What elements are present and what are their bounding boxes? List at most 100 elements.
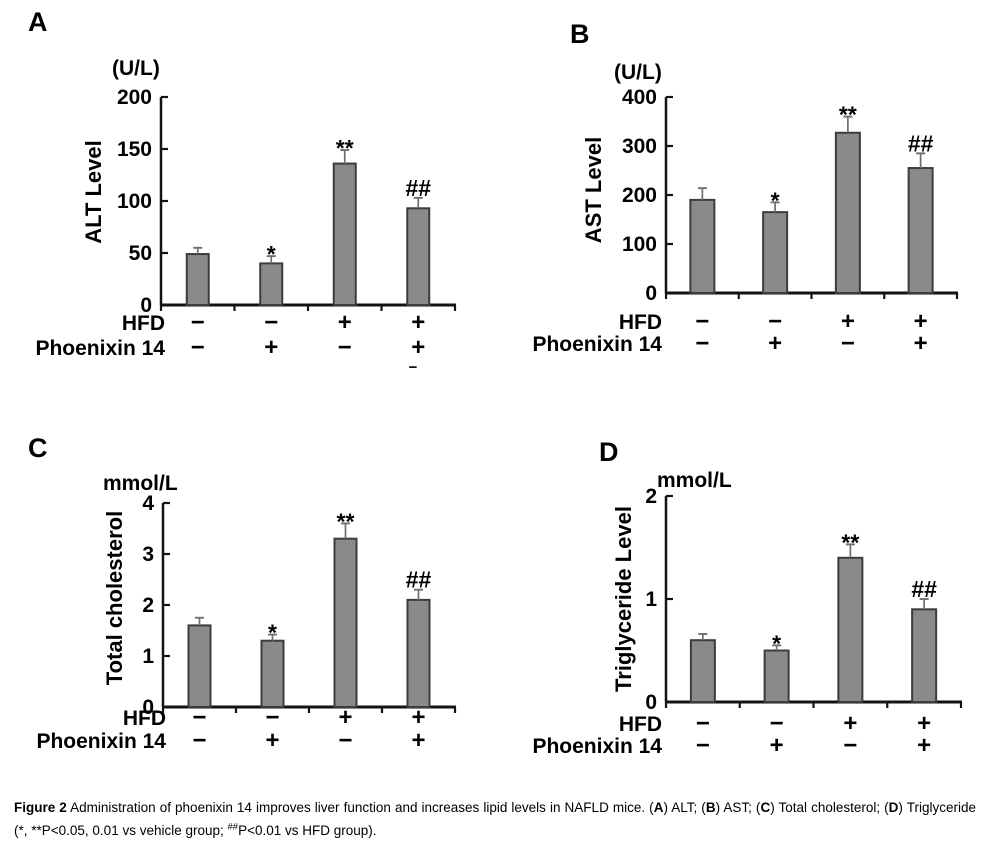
significance-annotation: * <box>268 620 277 646</box>
panel-label: C <box>28 433 48 463</box>
x-row-value: − <box>192 727 206 754</box>
x-row-value: + <box>917 710 931 737</box>
y-tick-label: 100 <box>117 190 152 213</box>
bar <box>333 537 358 709</box>
x-row-value: + <box>338 309 352 336</box>
x-row-value: − <box>338 727 352 754</box>
caption-bold-text: Figure 2 <box>14 800 67 815</box>
x-row-value: + <box>411 704 425 731</box>
x-row-value: − <box>841 330 855 357</box>
x-row-value: − <box>265 704 279 731</box>
caption-text: ) AST; ( <box>715 800 761 815</box>
panel-label: D <box>599 437 619 467</box>
y-tick-label: 50 <box>129 242 152 265</box>
significance-annotation: * <box>772 630 781 656</box>
y-axis-title: Triglyceride Level <box>611 506 636 692</box>
caption-superscript: ## <box>227 821 239 833</box>
x-row-label: HFD <box>619 311 662 334</box>
significance-annotation: * <box>771 187 780 213</box>
caption-bold-text: D <box>888 800 899 815</box>
x-row-value: + <box>841 308 855 335</box>
y-tick-label: 1 <box>142 645 154 668</box>
x-row-value: + <box>411 727 425 754</box>
x-row-label: Phoenixin 14 <box>36 730 166 753</box>
y-tick-label: 2 <box>142 594 154 617</box>
panel-label: B <box>570 19 590 49</box>
panel-label: A <box>28 7 48 37</box>
caption-text: ) ALT; ( <box>663 800 706 815</box>
significance-annotation: ** <box>337 508 355 534</box>
y-axis-title: ALT Level <box>81 140 106 244</box>
bar <box>762 211 789 294</box>
x-row-value: − <box>696 732 710 759</box>
y-tick-label: 3 <box>142 543 154 566</box>
y-tick-label: 0 <box>645 282 657 305</box>
bar <box>834 131 861 294</box>
x-row-value: − <box>696 710 710 737</box>
y-axis-unit-label: mmol/L <box>657 469 732 492</box>
y-axis-title: Total cholesterol <box>102 511 127 685</box>
y-axis-title: AST Level <box>581 137 606 243</box>
x-row-value: − <box>843 732 857 759</box>
caption-text: ) Total cholesterol; ( <box>770 800 889 815</box>
significance-annotation: ## <box>406 567 432 593</box>
x-row-value: − <box>191 334 205 361</box>
x-row-value: + <box>338 704 352 731</box>
y-axis-unit-label: (U/L) <box>112 57 160 80</box>
significance-annotation: ## <box>911 576 937 602</box>
significance-annotation: * <box>267 241 276 267</box>
x-row-label: Phoenixin 14 <box>532 735 662 758</box>
x-row-value: − <box>191 309 205 336</box>
x-row-value: − <box>192 704 206 731</box>
x-row-value: − <box>695 330 709 357</box>
x-row-value: − <box>768 308 782 335</box>
bar <box>332 162 357 306</box>
x-row-label: Phoenixin 14 <box>532 333 662 356</box>
figure-caption: Figure 2 Administration of phoenixin 14 … <box>14 796 976 842</box>
bar <box>259 262 284 306</box>
y-tick-label: 400 <box>622 86 657 109</box>
bar <box>907 167 934 294</box>
caption-bold-text: B <box>705 800 716 815</box>
caption-bold-text: A <box>653 800 664 815</box>
significance-annotation: ** <box>841 529 859 555</box>
y-tick-label: 0 <box>645 691 657 714</box>
y-tick-label: 200 <box>622 184 657 207</box>
bar <box>763 649 790 703</box>
x-row-value: + <box>917 732 931 759</box>
x-row-label: HFD <box>619 713 662 736</box>
y-tick-label: 0 <box>140 294 152 317</box>
x-row-value: + <box>914 330 928 357</box>
significance-annotation: ## <box>405 175 431 201</box>
bar <box>406 598 431 709</box>
x-row-value: + <box>914 308 928 335</box>
significance-annotation: ** <box>839 102 857 128</box>
significance-annotation: ## <box>908 130 934 156</box>
x-row-value: − <box>770 710 784 737</box>
x-row-value: + <box>770 732 784 759</box>
bar <box>185 253 210 306</box>
caption-text: Administration of phoenixin 14 improves … <box>66 800 654 815</box>
y-axis-unit-label: (U/L) <box>614 61 662 84</box>
caption-bold-text: C <box>760 800 771 815</box>
bar <box>406 207 431 306</box>
x-row-label: HFD <box>123 707 166 730</box>
x-row-value: − <box>695 308 709 335</box>
stray-mark: − <box>409 359 418 376</box>
y-tick-label: 4 <box>142 492 154 515</box>
x-row-value: − <box>264 309 278 336</box>
bar <box>187 624 212 709</box>
significance-annotation: ** <box>336 135 354 161</box>
y-tick-label: 1 <box>645 588 657 611</box>
caption-text: ) Triglyceride (*, **P<0.05, 0.01 vs veh… <box>14 800 976 838</box>
bar <box>260 639 285 709</box>
bar <box>911 608 938 703</box>
x-row-value: + <box>843 710 857 737</box>
y-tick-label: 150 <box>117 138 152 161</box>
x-row-label: Phoenixin 14 <box>35 337 165 360</box>
x-row-value: + <box>265 727 279 754</box>
